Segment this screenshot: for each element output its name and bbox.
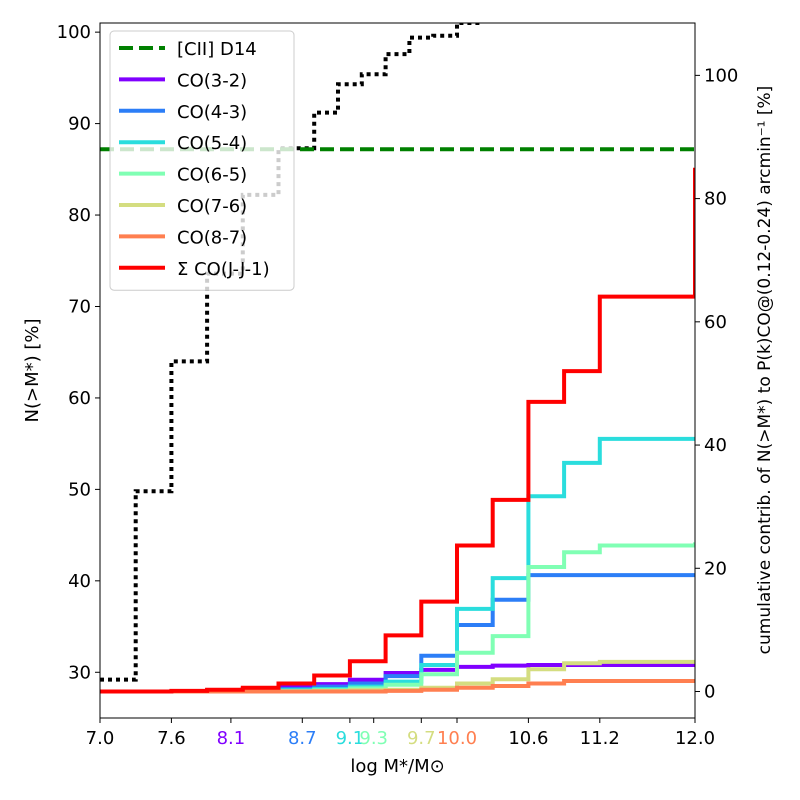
x-tick-label: 10.6 <box>508 728 548 749</box>
x-tick-label: 11.2 <box>580 728 620 749</box>
y-right-tick-label: 100 <box>704 65 738 86</box>
x-tick-label: 8.1 <box>217 728 246 749</box>
x-tick-label: 8.7 <box>288 728 317 749</box>
legend-label-co-6-5: CO(6-5) <box>177 165 247 186</box>
y-left-tick-label: 50 <box>68 479 91 500</box>
y-right-axis-label: cumulative contrib. of N(>M*) to P(k)CO@… <box>755 86 775 655</box>
plot-frame <box>99 22 696 719</box>
legend-label-co-3-2: CO(3-2) <box>177 70 247 91</box>
x-axis-label: log M*/M⊙ <box>350 756 444 777</box>
axis-layer: 7.0 7.6 8.1 8.7 9.19.3 9.7 10.0 10.6 11.2 12.0 30 4… <box>22 22 775 777</box>
x-tick-label: 7.6 <box>157 728 186 749</box>
y-left-tick-label: 90 <box>68 114 91 135</box>
x-tick-label: 9.3 <box>359 728 388 749</box>
y-right-tick-label: 20 <box>704 558 727 579</box>
x-tick-label: 12.0 <box>675 728 715 749</box>
legend-label-cii-d14: [CII] D14 <box>177 39 257 60</box>
y-left-axis-label: N(>M*) [%] <box>22 319 43 423</box>
legend-box <box>109 30 295 291</box>
y-left-tick-label: 80 <box>68 205 91 226</box>
legend-label-co-4-3: CO(4-3) <box>177 102 247 123</box>
x-tick-label: 9.1 <box>336 728 365 749</box>
y-right-tick-label: 0 <box>704 682 715 703</box>
legend-label-co-8-7: CO(8-7) <box>177 227 247 248</box>
legend-label-co-j-j-1: Σ CO(J-J-1) <box>177 259 270 280</box>
series-line-co-j-j-1 <box>100 167 695 694</box>
y-left-tick-label: 40 <box>68 571 91 592</box>
x-tick-label: 9.7 <box>407 728 436 749</box>
y-left-tick-label: 70 <box>68 296 91 317</box>
legend-label-co-7-6: CO(7-6) <box>177 196 247 217</box>
y-right-tick-label: 40 <box>704 435 727 456</box>
legend: [CII] D14 CO(3-2) CO(4-3) CO(5-4) CO(6-5) CO(… <box>109 30 295 291</box>
y-left-tick-label: 100 <box>57 22 91 43</box>
y-left-tick-label: 30 <box>68 662 91 683</box>
number-count-line <box>100 23 483 682</box>
x-tick-label: 10.0 <box>437 728 477 749</box>
legend-label-co-5-4: CO(5-4) <box>177 133 247 154</box>
series-layer <box>100 23 695 694</box>
y-left-tick-label: 60 <box>68 388 91 409</box>
x-tick-label: 7.0 <box>86 728 115 749</box>
y-right-tick-label: 80 <box>704 189 727 210</box>
y-right-tick-label: 60 <box>704 312 727 333</box>
